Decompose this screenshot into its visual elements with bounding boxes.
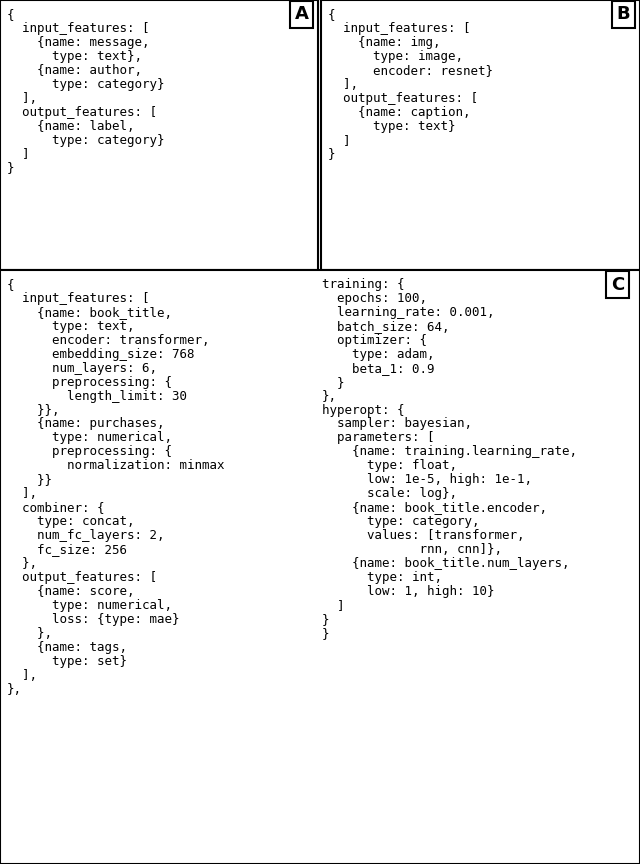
Text: num_layers: 6,: num_layers: 6, <box>7 362 157 375</box>
Text: {name: book_title.num_layers,: {name: book_title.num_layers, <box>322 557 570 570</box>
Text: {name: score,: {name: score, <box>7 585 134 598</box>
Text: output_features: [: output_features: [ <box>7 105 157 118</box>
Text: {name: caption,: {name: caption, <box>328 105 470 118</box>
Text: }: } <box>322 376 344 389</box>
Text: ],: ], <box>328 78 358 91</box>
Text: }}: }} <box>7 473 52 486</box>
Text: A: A <box>294 5 308 23</box>
Text: },: }, <box>322 390 337 403</box>
Text: ]: ] <box>7 148 29 161</box>
Text: {: { <box>7 8 15 21</box>
Text: type: text},: type: text}, <box>7 50 142 63</box>
Text: {name: message,: {name: message, <box>7 36 150 49</box>
Text: optimizer: {: optimizer: { <box>322 334 427 346</box>
Text: embedding_size: 768: embedding_size: 768 <box>7 347 195 361</box>
Text: {name: book_title,: {name: book_title, <box>7 306 172 319</box>
Text: {: { <box>7 278 15 291</box>
Text: C: C <box>611 276 624 294</box>
Text: {name: purchases,: {name: purchases, <box>7 417 164 430</box>
Text: ],: ], <box>7 669 37 682</box>
Text: output_features: [: output_features: [ <box>328 92 478 105</box>
Text: values: [transformer,: values: [transformer, <box>322 529 525 542</box>
Text: ],: ], <box>7 92 37 105</box>
Text: }: } <box>7 162 15 175</box>
Text: epochs: 100,: epochs: 100, <box>322 292 427 305</box>
Text: },: }, <box>7 557 37 570</box>
Text: }: } <box>322 613 330 626</box>
Text: }: } <box>322 626 330 639</box>
Text: {name: book_title.encoder,: {name: book_title.encoder, <box>322 501 547 514</box>
Text: parameters: [: parameters: [ <box>322 431 435 444</box>
Text: num_fc_layers: 2,: num_fc_layers: 2, <box>7 529 164 542</box>
Text: low: 1e-5, high: 1e-1,: low: 1e-5, high: 1e-1, <box>322 473 532 486</box>
Text: {name: author,: {name: author, <box>7 64 142 77</box>
Text: input_features: [: input_features: [ <box>7 292 150 305</box>
Text: {: { <box>328 8 335 21</box>
Text: type: image,: type: image, <box>328 50 463 63</box>
Text: sampler: bayesian,: sampler: bayesian, <box>322 417 472 430</box>
Text: type: adam,: type: adam, <box>322 347 435 361</box>
Text: type: category,: type: category, <box>322 515 479 528</box>
Text: ],: ], <box>7 487 37 500</box>
Text: {name: training.learning_rate,: {name: training.learning_rate, <box>322 446 577 459</box>
Text: type: concat,: type: concat, <box>7 515 134 528</box>
Text: batch_size: 64,: batch_size: 64, <box>322 320 449 333</box>
Text: output_features: [: output_features: [ <box>7 571 157 584</box>
Text: type: numerical,: type: numerical, <box>7 599 172 612</box>
Text: }},: }}, <box>7 403 60 416</box>
Text: loss: {type: mae}: loss: {type: mae} <box>7 613 179 626</box>
Text: low: 1, high: 10}: low: 1, high: 10} <box>322 585 495 598</box>
Text: {name: tags,: {name: tags, <box>7 641 127 654</box>
Text: preprocessing: {: preprocessing: { <box>7 376 172 389</box>
Text: rnn, cnn]},: rnn, cnn]}, <box>322 543 502 556</box>
Text: hyperopt: {: hyperopt: { <box>322 403 404 416</box>
Text: scale: log},: scale: log}, <box>322 487 457 500</box>
Text: combiner: {: combiner: { <box>7 501 104 514</box>
Text: type: category}: type: category} <box>7 134 164 147</box>
Text: },: }, <box>7 683 22 696</box>
Text: learning_rate: 0.001,: learning_rate: 0.001, <box>322 306 495 319</box>
Text: {name: img,: {name: img, <box>328 36 440 49</box>
Text: }: } <box>328 148 335 161</box>
Text: type: text}: type: text} <box>328 119 456 132</box>
Text: type: numerical,: type: numerical, <box>7 431 172 444</box>
Text: type: category}: type: category} <box>7 78 164 91</box>
Text: type: int,: type: int, <box>322 571 442 584</box>
Text: type: float,: type: float, <box>322 460 457 473</box>
Text: encoder: resnet}: encoder: resnet} <box>328 64 493 77</box>
Text: normalization: minmax: normalization: minmax <box>7 460 225 473</box>
Text: beta_1: 0.9: beta_1: 0.9 <box>322 362 435 375</box>
Text: {name: label,: {name: label, <box>7 119 134 132</box>
Text: B: B <box>617 5 630 23</box>
Text: training: {: training: { <box>322 278 404 291</box>
Text: type: set}: type: set} <box>7 655 127 668</box>
Text: preprocessing: {: preprocessing: { <box>7 446 172 459</box>
Text: },: }, <box>7 626 52 639</box>
Text: ]: ] <box>328 134 351 147</box>
Text: length_limit: 30: length_limit: 30 <box>7 390 187 403</box>
Text: fc_size: 256: fc_size: 256 <box>7 543 127 556</box>
Text: input_features: [: input_features: [ <box>7 22 150 35</box>
Text: type: text,: type: text, <box>7 320 134 333</box>
Text: encoder: transformer,: encoder: transformer, <box>7 334 209 346</box>
Text: input_features: [: input_features: [ <box>328 22 470 35</box>
Text: ]: ] <box>322 599 344 612</box>
